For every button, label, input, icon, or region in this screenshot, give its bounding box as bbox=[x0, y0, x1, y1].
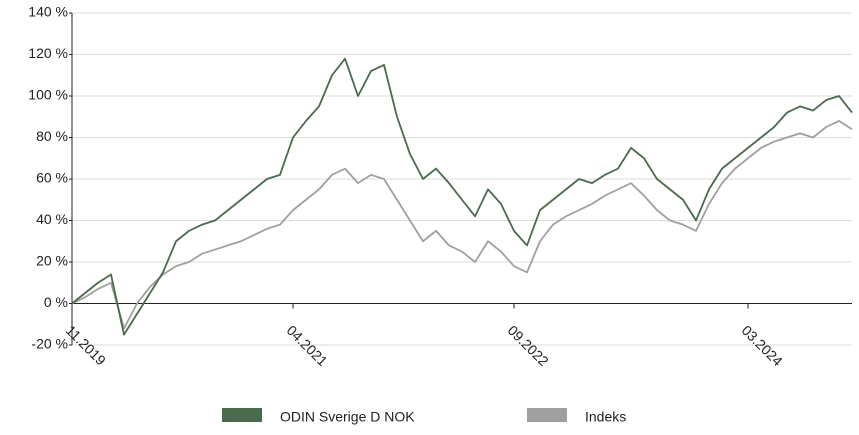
x-tick-label: 03.2024 bbox=[739, 322, 786, 369]
y-tick-label: 120 % bbox=[28, 45, 68, 61]
y-tick-label: 20 % bbox=[36, 253, 68, 269]
y-tick-label: 140 % bbox=[28, 4, 68, 20]
legend-label: Indeks bbox=[585, 409, 626, 425]
x-tick-label: 09.2022 bbox=[505, 322, 552, 369]
y-tick-label: 60 % bbox=[36, 170, 68, 186]
legend-swatch bbox=[222, 408, 262, 422]
y-tick-label: 80 % bbox=[36, 128, 68, 144]
y-tick-label: 0 % bbox=[44, 294, 68, 310]
series-line bbox=[71, 120, 853, 330]
legend-label: ODIN Sverige D NOK bbox=[280, 409, 415, 425]
y-tick-label: -20 % bbox=[31, 336, 68, 352]
y-tick-label: 100 % bbox=[28, 87, 68, 103]
series-line bbox=[71, 57, 853, 336]
x-tick-label: 04.2021 bbox=[284, 322, 331, 369]
y-tick-label: 40 % bbox=[36, 211, 68, 227]
legend-swatch bbox=[527, 408, 567, 422]
